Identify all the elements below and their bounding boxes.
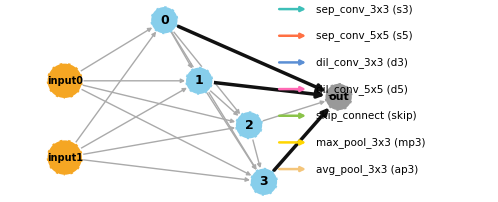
Ellipse shape	[325, 83, 353, 111]
Text: 2: 2	[245, 119, 253, 132]
Text: input1: input1	[47, 153, 83, 163]
Text: input0: input0	[47, 76, 83, 86]
Ellipse shape	[185, 67, 213, 95]
Ellipse shape	[250, 168, 278, 196]
Text: out: out	[328, 92, 349, 102]
Text: max_pool_3x3 (mp3): max_pool_3x3 (mp3)	[316, 137, 426, 148]
Ellipse shape	[235, 111, 263, 139]
Text: skip_connect (skip): skip_connect (skip)	[316, 110, 417, 121]
Text: sep_conv_5x5 (s5): sep_conv_5x5 (s5)	[316, 30, 413, 41]
Text: avg_pool_3x3 (ap3): avg_pool_3x3 (ap3)	[316, 164, 418, 175]
Text: 3: 3	[259, 175, 268, 188]
Ellipse shape	[150, 6, 178, 34]
Text: dil_conv_3x3 (d3): dil_conv_3x3 (d3)	[316, 57, 408, 68]
Ellipse shape	[47, 140, 83, 176]
Text: 1: 1	[195, 74, 204, 87]
Text: dil_conv_5x5 (d5): dil_conv_5x5 (d5)	[316, 84, 408, 95]
Text: sep_conv_3x3 (s3): sep_conv_3x3 (s3)	[316, 4, 413, 15]
Ellipse shape	[47, 63, 83, 99]
Text: 0: 0	[160, 14, 169, 27]
